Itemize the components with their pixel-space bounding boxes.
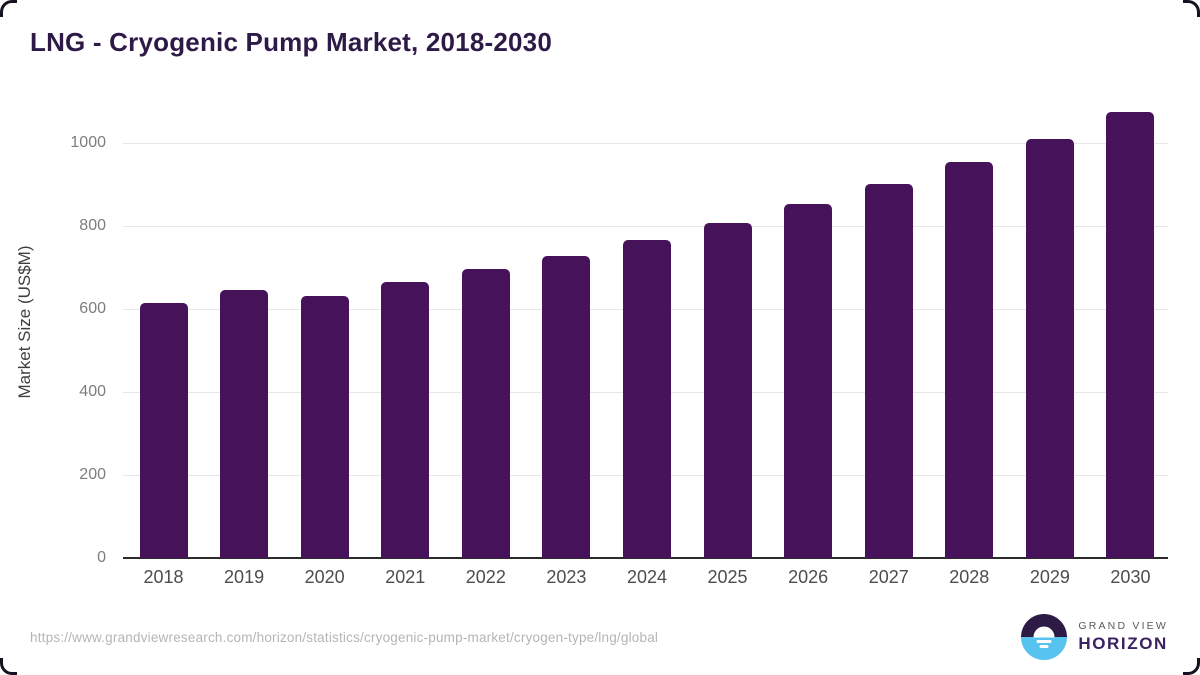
x-tick-label-2022: 2022 (465, 567, 506, 587)
x-tick-label-2021: 2021 (385, 567, 426, 587)
rounded-corner-top-left (0, 0, 17, 17)
sun-icon (1033, 626, 1055, 637)
bar-2028 (945, 162, 994, 558)
bar-2030 (1106, 112, 1155, 558)
bar-2019 (220, 289, 269, 558)
gridline-0 (123, 557, 1168, 559)
bar-2027 (864, 183, 913, 558)
logo-product-name: HORIZON (1078, 633, 1168, 653)
y-tick-label-200: 200 (79, 465, 106, 483)
bar-2029 (1025, 138, 1074, 558)
y-tick-label-1000: 1000 (70, 133, 106, 151)
x-tick-label-2024: 2024 (626, 567, 667, 587)
bar-2024 (622, 239, 671, 558)
x-tick-label-2025: 2025 (707, 567, 748, 587)
x-tick-label-2023: 2023 (546, 567, 587, 587)
y-tick-label-600: 600 (79, 299, 106, 317)
grand-view-horizon-logo: GRAND VIEW HORIZON (1021, 614, 1168, 660)
bar-2023 (542, 255, 591, 558)
y-tick-label-800: 800 (79, 216, 106, 234)
bar-2021 (381, 282, 430, 558)
bar-2026 (784, 204, 833, 558)
chart-title: LNG - Cryogenic Pump Market, 2018-2030 (30, 27, 553, 57)
x-tick-label-2020: 2020 (304, 567, 345, 587)
rounded-corner-bottom-left (0, 658, 17, 675)
logo-brand-name: GRAND VIEW (1078, 619, 1168, 632)
wave-line-icon (1039, 645, 1049, 648)
x-tick-label-2028: 2028 (949, 567, 990, 587)
bar-2025 (703, 222, 752, 558)
y-tick-label-0: 0 (97, 549, 106, 566)
gridline-1000 (123, 142, 1168, 144)
x-tick-label-2026: 2026 (788, 567, 829, 587)
wave-line-icon (1036, 640, 1052, 643)
rounded-corner-top-right (1183, 0, 1200, 17)
horizon-sunset-icon (1021, 614, 1068, 660)
x-tick-label-2027: 2027 (868, 567, 909, 587)
x-tick-label-2018: 2018 (143, 567, 184, 587)
x-tick-label-2030: 2030 (1110, 567, 1151, 587)
logo-text: GRAND VIEW HORIZON (1078, 620, 1168, 654)
bar-2020 (300, 296, 349, 558)
source-url: https://www.grandviewresearch.com/horizo… (30, 630, 659, 645)
gridline-800 (123, 225, 1168, 227)
x-tick-label-2029: 2029 (1029, 567, 1070, 587)
bar-2022 (461, 268, 510, 558)
bar-2018 (139, 303, 188, 558)
y-axis-title: Market Size (US$M) (15, 245, 34, 399)
rounded-corner-bottom-right (1183, 658, 1200, 675)
x-tick-label-2019: 2019 (224, 567, 265, 587)
y-tick-label-400: 400 (79, 382, 106, 400)
